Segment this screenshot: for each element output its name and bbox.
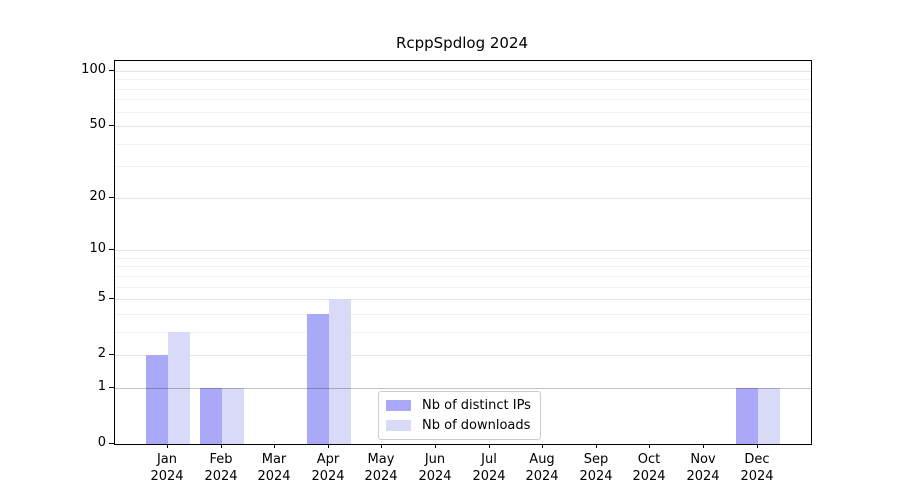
x-tick-label: Sep 2024 — [564, 451, 628, 485]
grid-layer — [115, 61, 811, 444]
x-axis-tick — [489, 444, 490, 448]
y-axis-tick — [109, 354, 114, 355]
x-axis-tick — [596, 444, 597, 448]
bar-downloads — [328, 299, 351, 444]
bar-distinct-ips — [735, 388, 758, 444]
x-axis-tick — [435, 444, 436, 448]
bars-layer — [115, 61, 811, 444]
x-axis-tick — [328, 444, 329, 448]
y-axis-tick — [109, 125, 114, 126]
gridline-minor — [115, 258, 811, 259]
legend-label-distinct-ips: Nb of distinct IPs — [422, 398, 531, 413]
y-tick-label: 2 — [97, 346, 106, 361]
x-tick-year-label: 2024 — [204, 469, 238, 484]
legend: Nb of distinct IPs Nb of downloads — [378, 391, 541, 440]
y-axis-tick — [109, 197, 114, 198]
gridline-major — [115, 126, 811, 127]
bar-downloads — [757, 388, 780, 444]
x-tick-label: Feb 2024 — [189, 451, 253, 485]
x-axis-tick — [167, 444, 168, 448]
gridline-minor — [115, 166, 811, 167]
gridline-minor — [115, 89, 811, 90]
x-axis-tick — [649, 444, 650, 448]
y-axis-tick — [109, 443, 114, 444]
x-axis-tick — [221, 444, 222, 448]
y-tick-label: 0 — [97, 435, 106, 450]
gridline-major — [115, 299, 811, 300]
bar-downloads — [168, 332, 190, 444]
x-axis-tick — [381, 444, 382, 448]
x-tick-year-label: 2024 — [150, 469, 184, 484]
x-tick-year-label: 2024 — [418, 469, 452, 484]
y-axis-tick — [109, 387, 114, 388]
x-tick-year-label: 2024 — [740, 469, 774, 484]
x-axis-tick — [757, 444, 758, 448]
x-tick-label: Jun 2024 — [403, 451, 467, 485]
x-axis-tick — [542, 444, 543, 448]
y-tick-label: 10 — [89, 241, 106, 256]
y-axis-tick — [109, 249, 114, 250]
x-tick-label: Oct 2024 — [617, 451, 681, 485]
legend-item-distinct-ips: Nb of distinct IPs — [386, 397, 531, 414]
gridline-major — [115, 198, 811, 199]
gridline-minor — [115, 332, 811, 333]
gridline-major — [115, 355, 811, 356]
gridline-minor — [115, 287, 811, 288]
x-tick-label: Apr 2024 — [296, 451, 360, 485]
unit-gridline-layer — [115, 61, 811, 444]
legend-swatch-distinct-ips — [386, 400, 411, 411]
gridline-minor — [115, 276, 811, 277]
gridline-minor — [115, 314, 811, 315]
y-axis-tick — [109, 70, 114, 71]
x-tick-label: Dec 2024 — [725, 451, 789, 485]
x-tick-year-label: 2024 — [311, 469, 345, 484]
y-tick-label: 1 — [97, 379, 106, 394]
gridline-minor — [115, 79, 811, 80]
x-tick-year-label: 2024 — [472, 469, 506, 484]
x-tick-year-label: 2024 — [525, 469, 559, 484]
y-axis-tick — [109, 298, 114, 299]
gridline-major — [115, 250, 811, 251]
y-tick-label: 50 — [89, 117, 106, 132]
x-tick-year-label: 2024 — [632, 469, 666, 484]
x-tick-label: Nov 2024 — [671, 451, 735, 485]
y-tick-label: 100 — [81, 62, 106, 77]
plot-area: Nb of distinct IPs Nb of downloads — [114, 60, 812, 445]
x-tick-year-label: 2024 — [686, 469, 720, 484]
x-tick-label: Mar 2024 — [242, 451, 306, 485]
legend-label-downloads: Nb of downloads — [422, 418, 531, 433]
x-tick-label: Aug 2024 — [510, 451, 574, 485]
gridline-unit — [115, 388, 811, 389]
x-tick-year-label: 2024 — [257, 469, 291, 484]
gridline-minor — [115, 266, 811, 267]
chart-title: RcppSpdlog 2024 — [395, 34, 529, 52]
bar-downloads — [221, 388, 244, 444]
x-tick-year-label: 2024 — [364, 469, 398, 484]
x-tick-label: Jul 2024 — [457, 451, 521, 485]
bar-distinct-ips — [199, 388, 222, 444]
y-tick-label: 20 — [89, 189, 106, 204]
bar-distinct-ips — [146, 355, 168, 444]
x-tick-year-label: 2024 — [579, 469, 613, 484]
gridline-major — [115, 71, 811, 72]
x-tick-label: May 2024 — [349, 451, 413, 485]
gridline-minor — [115, 112, 811, 113]
y-tick-label: 5 — [97, 290, 106, 305]
gridline-minor — [115, 99, 811, 100]
x-axis-tick — [274, 444, 275, 448]
legend-item-downloads: Nb of downloads — [386, 417, 531, 434]
bar-distinct-ips — [306, 313, 329, 444]
x-tick-label: Jan 2024 — [135, 451, 199, 485]
x-axis-tick — [703, 444, 704, 448]
legend-swatch-downloads — [386, 420, 411, 431]
gridline-minor — [115, 144, 811, 145]
